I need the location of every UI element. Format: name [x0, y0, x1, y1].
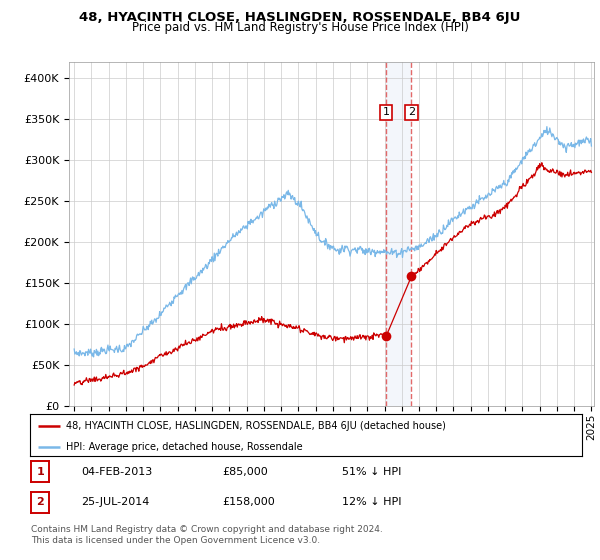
Text: 04-FEB-2013: 04-FEB-2013 [81, 466, 152, 477]
Text: HPI: Average price, detached house, Rossendale: HPI: Average price, detached house, Ross… [66, 442, 302, 452]
Text: 1: 1 [37, 466, 44, 477]
Text: 51% ↓ HPI: 51% ↓ HPI [342, 466, 401, 477]
Bar [386, 62, 412, 406]
Text: 48, HYACINTH CLOSE, HASLINGDEN, ROSSENDALE, BB4 6JU (detached house): 48, HYACINTH CLOSE, HASLINGDEN, ROSSENDA… [66, 421, 446, 431]
Text: £158,000: £158,000 [222, 497, 275, 507]
Text: 2: 2 [37, 497, 44, 507]
Text: Price paid vs. HM Land Registry's House Price Index (HPI): Price paid vs. HM Land Registry's House … [131, 21, 469, 34]
Text: 25-JUL-2014: 25-JUL-2014 [81, 497, 149, 507]
Text: 2: 2 [408, 108, 415, 118]
Text: Contains HM Land Registry data © Crown copyright and database right 2024.
This d: Contains HM Land Registry data © Crown c… [31, 525, 383, 545]
Text: 1: 1 [383, 108, 389, 118]
Text: £85,000: £85,000 [222, 466, 268, 477]
Text: 48, HYACINTH CLOSE, HASLINGDEN, ROSSENDALE, BB4 6JU: 48, HYACINTH CLOSE, HASLINGDEN, ROSSENDA… [79, 11, 521, 24]
Text: 12% ↓ HPI: 12% ↓ HPI [342, 497, 401, 507]
